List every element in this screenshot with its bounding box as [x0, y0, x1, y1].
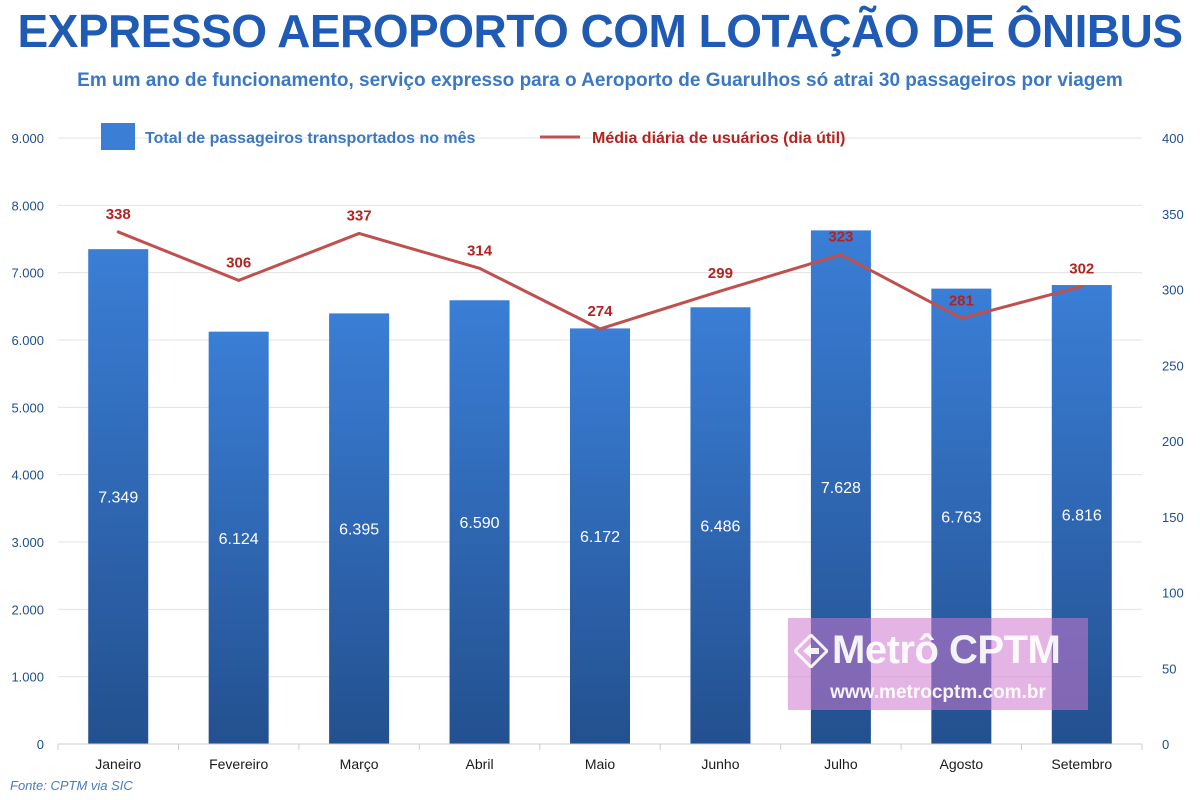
line-value-label: 314	[467, 242, 493, 259]
line-series	[116, 230, 1084, 331]
line-value-label: 302	[1069, 260, 1094, 277]
data-labels: 7.349 6.124 6.395 6.590 6.172 6.486 7.628 6.763…	[98, 206, 1102, 548]
chart-title: EXPRESSO AEROPORTO COM LOTAÇÃO DE ÔNIBUS	[17, 5, 1183, 57]
line-point	[839, 253, 843, 257]
line-point	[478, 266, 482, 270]
legend-bar-swatch	[101, 123, 135, 150]
category-label: Abril	[466, 756, 494, 772]
chart-subtitle: Em um ano de funcionamento, serviço expr…	[77, 70, 1123, 91]
bar-value-label: 6.816	[1062, 508, 1102, 525]
bar-value-label: 7.628	[821, 480, 861, 497]
line-point	[1080, 284, 1084, 288]
bar-maio	[570, 328, 630, 744]
y-right-tick-label: 100	[1162, 586, 1184, 601]
line-value-label: 306	[226, 254, 251, 271]
category-label: Setembro	[1051, 756, 1112, 772]
category-label: Agosto	[940, 756, 984, 772]
y-left-tick-label: 1.000	[11, 670, 44, 685]
bar-fevereiro	[208, 331, 269, 744]
y-right-tick-label: 300	[1162, 283, 1184, 298]
bar-value-label: 6.590	[460, 515, 500, 532]
y-right-tick-label: 50	[1162, 661, 1176, 676]
line-value-label: 299	[708, 265, 733, 282]
y-right-tick-label: 350	[1162, 207, 1184, 222]
bar-junho	[690, 307, 751, 744]
axes: 0 1.000 2.000 3.000 4.000 5.000 6.000 7.000 8.00…	[11, 131, 1183, 772]
watermark-url: www.metrocptm.com.br	[830, 682, 1046, 703]
watermark: Metrô CPTM www.metrocptm.com.br	[788, 618, 1088, 710]
category-label: Fevereiro	[209, 756, 268, 772]
bar-abril	[449, 300, 510, 744]
source-note: Fonte: CPTM via SIC	[10, 778, 133, 793]
line-value-label: 274	[587, 303, 613, 320]
bar-value-label: 6.172	[580, 529, 620, 546]
line-value-label: 323	[828, 229, 853, 246]
line-point	[598, 327, 602, 331]
bar-março	[329, 313, 390, 744]
y-right-tick-label: 400	[1162, 131, 1184, 146]
y-left-tick-label: 2.000	[11, 602, 44, 617]
line-value-label: 337	[347, 207, 372, 224]
watermark-name: Metrô CPTM	[832, 628, 1061, 672]
y-right-tick-label: 150	[1162, 510, 1184, 525]
category-label: Julho	[824, 756, 858, 772]
line-point	[959, 316, 963, 320]
bar-series	[88, 230, 1112, 744]
bar-value-label: 6.486	[700, 519, 740, 536]
y-left-tick-label: 8.000	[11, 198, 44, 213]
line-value-label: 281	[949, 292, 974, 309]
y-left-tick-label: 5.000	[11, 400, 44, 415]
bar-janeiro	[88, 249, 149, 744]
y-right-tick-label: 250	[1162, 358, 1184, 373]
line-point	[116, 230, 120, 234]
bar-value-label: 6.395	[339, 522, 379, 539]
y-left-tick-label: 3.000	[11, 535, 44, 550]
bar-value-label: 7.349	[98, 490, 138, 507]
category-label: Janeiro	[95, 756, 141, 772]
legend: Total de passageiros transportados no mê…	[101, 123, 845, 150]
y-right-tick-label: 0	[1162, 737, 1169, 752]
y-left-tick-label: 4.000	[11, 468, 44, 483]
line-value-label: 338	[106, 206, 131, 223]
y-left-tick-label: 9.000	[11, 131, 44, 146]
diamond-arrow-logo-icon	[794, 634, 828, 668]
legend-line-label: Média diária de usuários (dia útil)	[592, 130, 845, 147]
category-label: Junho	[701, 756, 739, 772]
legend-bar-label: Total de passageiros transportados no mê…	[145, 130, 476, 147]
bar-value-label: 6.763	[941, 509, 981, 526]
y-right-tick-label: 200	[1162, 434, 1184, 449]
category-label: Março	[340, 756, 379, 772]
y-left-tick-label: 6.000	[11, 333, 44, 348]
category-label: Maio	[585, 756, 616, 772]
line-point	[357, 231, 361, 235]
line-point	[718, 289, 722, 293]
y-left-tick-label: 0	[37, 737, 44, 752]
bar-value-label: 6.124	[219, 531, 259, 548]
line-point	[237, 278, 241, 282]
y-left-tick-label: 7.000	[11, 266, 44, 281]
